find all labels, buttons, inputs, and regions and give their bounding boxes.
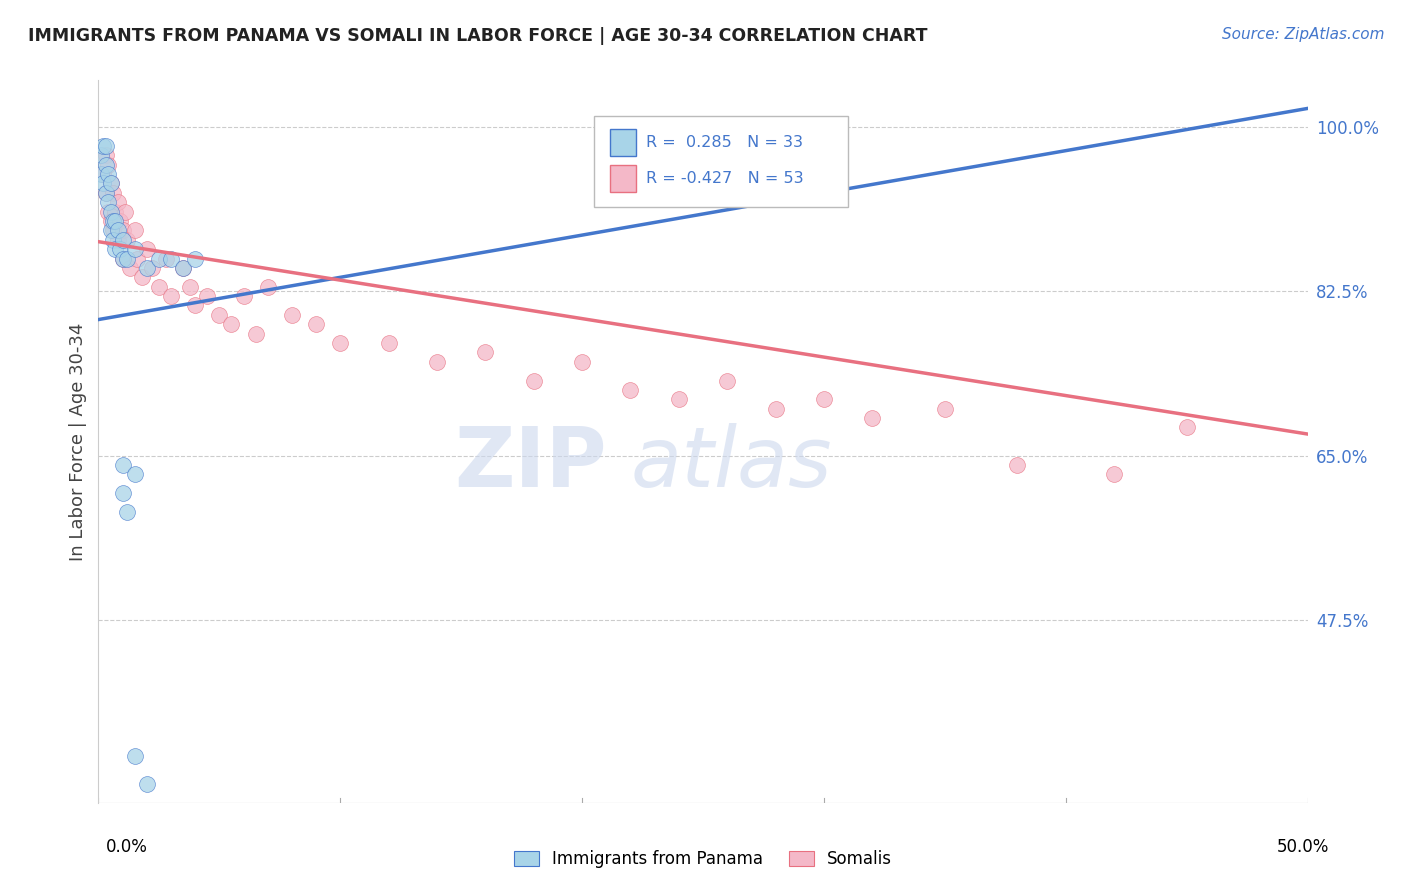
Point — [1175, 420, 1198, 434]
Point — [305, 318, 328, 332]
Point — [100, 204, 122, 219]
Point — [100, 177, 122, 191]
Legend: Immigrants from Panama, Somalis: Immigrants from Panama, Somalis — [508, 844, 898, 875]
Point — [107, 233, 129, 247]
Text: IMMIGRANTS FROM PANAMA VS SOMALI IN LABOR FORCE | AGE 30-34 CORRELATION CHART: IMMIGRANTS FROM PANAMA VS SOMALI IN LABO… — [28, 27, 928, 45]
Point — [111, 223, 134, 237]
Point — [101, 233, 124, 247]
Point — [111, 458, 134, 472]
Point — [100, 214, 122, 228]
Point — [124, 223, 146, 237]
Point — [124, 467, 146, 482]
Point — [668, 392, 690, 407]
Text: 0.0%: 0.0% — [105, 838, 148, 856]
Point — [118, 260, 141, 275]
Text: Source: ZipAtlas.com: Source: ZipAtlas.com — [1222, 27, 1385, 42]
Point — [94, 186, 117, 200]
Point — [94, 139, 117, 153]
Point — [377, 336, 399, 351]
FancyBboxPatch shape — [610, 128, 637, 156]
Point — [108, 214, 131, 228]
Point — [131, 270, 153, 285]
Point — [179, 279, 201, 293]
Point — [135, 242, 157, 256]
Text: R =  0.285   N = 33: R = 0.285 N = 33 — [647, 135, 803, 150]
Point — [221, 318, 243, 332]
Point — [91, 139, 114, 153]
Point — [97, 204, 120, 219]
Point — [523, 374, 546, 388]
Point — [108, 242, 131, 256]
Point — [141, 260, 163, 275]
Point — [172, 260, 194, 275]
Point — [94, 158, 117, 172]
Point — [195, 289, 218, 303]
Point — [1102, 467, 1125, 482]
Point — [571, 355, 593, 369]
Y-axis label: In Labor Force | Age 30-34: In Labor Force | Age 30-34 — [69, 322, 87, 561]
Point — [91, 177, 114, 191]
Point — [155, 252, 177, 266]
Text: 50.0%: 50.0% — [1277, 838, 1329, 856]
Point — [245, 326, 267, 341]
FancyBboxPatch shape — [610, 165, 637, 193]
Point — [100, 223, 122, 237]
Point — [124, 748, 146, 763]
Point — [94, 186, 117, 200]
Point — [111, 233, 134, 247]
Point — [281, 308, 304, 322]
Point — [101, 214, 124, 228]
Point — [111, 252, 134, 266]
Point — [104, 204, 127, 219]
Text: atlas: atlas — [630, 423, 832, 504]
Point — [97, 167, 120, 181]
Point — [184, 298, 207, 312]
Point — [135, 777, 157, 791]
Point — [172, 260, 194, 275]
Point — [1007, 458, 1029, 472]
Point — [117, 233, 139, 247]
Point — [135, 260, 157, 275]
Point — [101, 223, 124, 237]
Point — [208, 308, 231, 322]
Point — [90, 148, 112, 162]
Point — [117, 252, 139, 266]
Point — [100, 177, 122, 191]
Point — [111, 252, 134, 266]
Point — [104, 214, 127, 228]
Point — [117, 505, 139, 519]
Point — [813, 392, 835, 407]
Point — [97, 158, 120, 172]
Point — [860, 411, 883, 425]
Text: ZIP: ZIP — [454, 423, 606, 504]
FancyBboxPatch shape — [595, 117, 848, 207]
Point — [474, 345, 496, 359]
Point — [934, 401, 956, 416]
Point — [111, 486, 134, 500]
Point — [426, 355, 449, 369]
Point — [91, 167, 114, 181]
Point — [127, 252, 149, 266]
Point — [716, 374, 738, 388]
Point — [184, 252, 207, 266]
Point — [619, 383, 641, 397]
Point — [114, 204, 136, 219]
Point — [160, 252, 183, 266]
Point — [101, 186, 124, 200]
Text: R = -0.427   N = 53: R = -0.427 N = 53 — [647, 171, 804, 186]
Point — [104, 242, 127, 256]
Point — [329, 336, 352, 351]
Point — [256, 279, 278, 293]
Point — [107, 223, 129, 237]
Point — [148, 252, 170, 266]
Point — [148, 279, 170, 293]
Point — [97, 195, 120, 210]
Point — [107, 195, 129, 210]
Point — [124, 242, 146, 256]
Point — [90, 167, 112, 181]
Point — [232, 289, 254, 303]
Point — [160, 289, 183, 303]
Point — [94, 148, 117, 162]
Point — [765, 401, 787, 416]
